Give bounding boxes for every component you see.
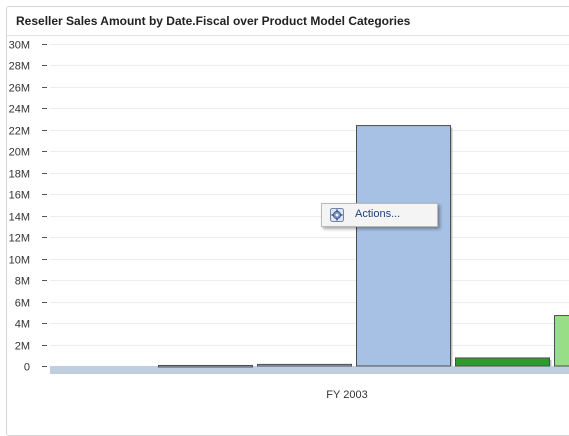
context-menu: Actions... <box>321 203 438 227</box>
y-tick-label: 24M <box>9 104 30 116</box>
y-tick-label: 14M <box>9 212 30 224</box>
y-tick-label: 18M <box>9 169 30 181</box>
bar <box>258 364 352 366</box>
y-tick-label: 12M <box>9 233 30 245</box>
y-tick-label: 30M <box>9 40 30 52</box>
y-tick-label: 0 <box>24 362 30 374</box>
y-tick-label: 20M <box>9 147 30 159</box>
bar <box>555 316 569 366</box>
y-tick-label: 28M <box>9 61 30 73</box>
bar <box>357 126 451 366</box>
actions-menu-label: Actions... <box>355 208 400 220</box>
y-tick-label: 10M <box>9 255 30 267</box>
x-axis-baseline <box>50 366 569 374</box>
y-tick-label: 16M <box>9 190 30 202</box>
bar <box>456 358 550 366</box>
y-tick-label: 8M <box>15 276 30 288</box>
gear-icon <box>330 208 344 222</box>
y-tick-label: 4M <box>15 319 30 331</box>
y-tick-label: 6M <box>15 298 30 310</box>
y-tick-label: 22M <box>9 126 30 138</box>
bar-chart: 0 2M 4M 6M 8M 10M 12M 14M 16M 18M 20M 22M 24M 26M 28M 3… <box>0 0 569 416</box>
x-category-label: FY 2003 <box>326 389 367 401</box>
bar <box>159 365 253 367</box>
y-tick-label: 26M <box>9 83 30 95</box>
y-tick-label: 2M <box>15 341 30 353</box>
